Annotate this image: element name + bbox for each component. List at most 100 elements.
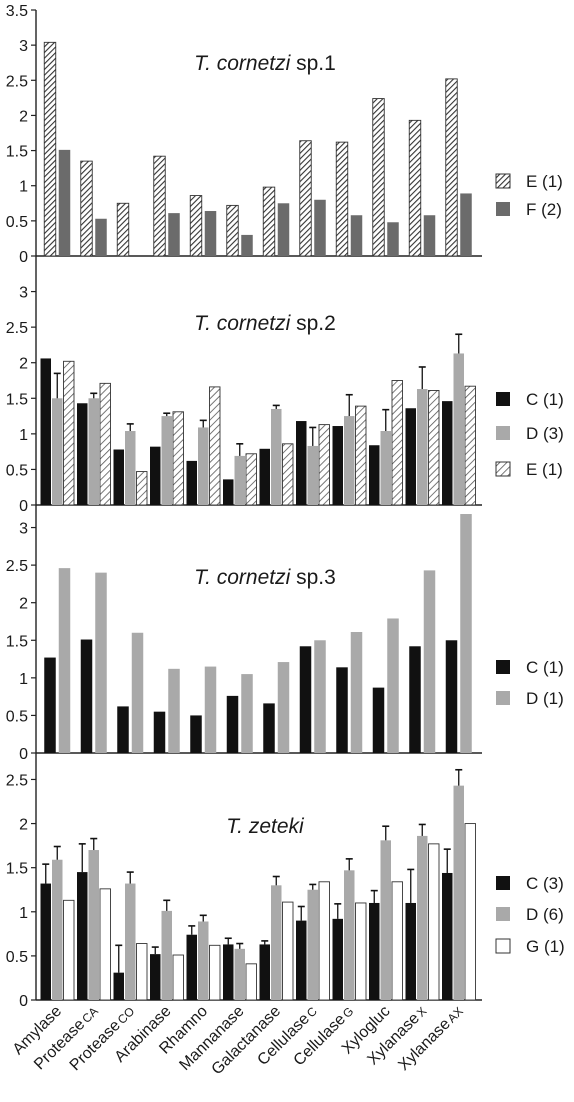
panel-title-suffix: sp.2: [290, 312, 336, 335]
bar-f2-10: [387, 222, 399, 256]
legend-swatch: [495, 173, 511, 189]
bar-f2-9: [350, 215, 363, 256]
bar-c3-9: [332, 918, 343, 1000]
bar-d6-7: [271, 885, 282, 1000]
bar-e1-12: [464, 385, 476, 506]
bar-f2-8: [314, 199, 326, 256]
bar-e1-8: [318, 424, 330, 506]
y-tick-label: 0: [19, 993, 28, 1010]
bar-e1-8: [299, 140, 312, 257]
bar-c3-7: [259, 944, 270, 1000]
bar-c3-12: [442, 872, 453, 1000]
y-tick-label: 0.5: [6, 949, 28, 966]
legend-label: C (3): [526, 874, 564, 893]
bar-d1-5: [204, 666, 217, 753]
y-tick-label: 0: [19, 249, 28, 266]
bar-e1-6: [226, 204, 239, 257]
bar-g1-2: [99, 888, 111, 1001]
legend-label: D (6): [526, 905, 564, 924]
panel-title-species: T. zeteki: [226, 815, 305, 838]
y-tick-label: 2.5: [6, 320, 28, 337]
y-tick-label: 1.5: [6, 144, 28, 161]
y-tick-label: 2: [19, 356, 28, 373]
bar-e1-10: [372, 98, 385, 257]
y-tick-label: 1.5: [6, 391, 28, 408]
legend-entry: E (1): [495, 172, 563, 191]
bar-d1-12: [460, 514, 472, 753]
legend-label: C (1): [526, 658, 564, 677]
bar-c3-2: [77, 872, 88, 1000]
bar-d3-9: [344, 416, 355, 505]
bar-f2-1: [58, 149, 71, 256]
bar-c1-3: [113, 449, 124, 505]
bar-c1-12: [442, 401, 453, 505]
bar-g1-1: [63, 899, 75, 1001]
legend-label: F (2): [526, 200, 562, 219]
legend-entry: C (3): [496, 874, 564, 893]
bar-e1-4: [153, 155, 166, 257]
bar-e1-7: [262, 186, 276, 257]
panel-title: T. cornetzi sp.3: [194, 566, 336, 589]
bar-d6-5: [198, 921, 209, 1000]
bar-d3-7: [271, 408, 282, 505]
bar-e1-12: [445, 78, 458, 257]
bar-c1-5: [190, 715, 202, 753]
panel-title: T. cornetzi sp.1: [194, 52, 336, 75]
panel-title-species: T. cornetzi: [194, 566, 291, 589]
bar-c1-10: [372, 687, 385, 753]
legend-swatch: [496, 907, 510, 921]
y-tick-label: 1: [19, 905, 28, 922]
y-tick-label: 0.5: [6, 462, 28, 479]
bar-c1-10: [369, 445, 380, 505]
panel-title-suffix: sp.1: [290, 52, 336, 75]
bar-d3-10: [380, 431, 391, 505]
bar-e1-3: [136, 471, 148, 506]
bar-f2-4: [168, 213, 180, 256]
chart-panel-1: 0 0.5 1 1.5 2 2.5 3 3.5 T. cornetzi sp.1 E (1) F (…: [6, 3, 563, 266]
y-tick-label: 2: [19, 108, 28, 125]
bar-f2-2: [95, 218, 107, 256]
legend-label: G (1): [526, 937, 565, 956]
bar-e1-11: [408, 119, 422, 257]
bar-c1-9: [332, 426, 343, 505]
panel-title-species: T. cornetzi: [194, 52, 291, 75]
chart-panel-4: 0 0.5 1 1.5 2 2.5 T. zeteki C (3) D (6) G (1): [6, 753, 565, 1010]
bar-c3-6: [223, 944, 234, 1000]
bar-d6-6: [234, 948, 245, 1000]
legend-entry: C (1): [496, 658, 564, 677]
bar-c3-10: [369, 902, 380, 1000]
bar-c1-2: [77, 403, 88, 505]
y-tick-label: 1.5: [6, 861, 28, 878]
y-tick-label: 2.5: [6, 558, 28, 575]
legend-label: C (1): [526, 390, 564, 409]
bar-c1-3: [117, 706, 129, 753]
y-tick-label: 0: [19, 498, 28, 515]
y-tick-label: 3: [19, 285, 28, 302]
legend-swatch: [496, 392, 510, 406]
bar-d6-12: [453, 785, 464, 1000]
bar-e1-9: [335, 141, 349, 257]
bar-c1-8: [299, 646, 312, 753]
y-tick-label: 2.5: [6, 772, 28, 789]
bar-e1-5: [189, 195, 203, 257]
legend-label: E (1): [526, 460, 563, 479]
bar-c1-11: [409, 646, 421, 753]
bar-c1-6: [226, 695, 239, 753]
bar-e1-3: [116, 202, 130, 257]
bar-c3-5: [186, 934, 197, 1000]
bar-e1-11: [428, 390, 440, 506]
bar-d6-2: [88, 850, 99, 1000]
x-axis-category-labels: AmylaseProteaseCAProteaseCOArabinaseRham…: [10, 1003, 466, 1079]
bar-g1-5: [209, 944, 221, 1001]
bar-d6-11: [417, 835, 428, 1000]
panel-title-species: T. cornetzi: [194, 312, 291, 335]
legend-entry: E (1): [495, 460, 563, 479]
y-tick-label: 1: [19, 179, 28, 196]
bar-g1-10: [391, 881, 403, 1001]
y-tick-label: 1.5: [6, 633, 28, 650]
bar-c3-3: [113, 972, 124, 1000]
bar-c3-11: [405, 902, 416, 1000]
bar-d1-7: [277, 662, 290, 753]
legend-swatch: [496, 691, 510, 705]
